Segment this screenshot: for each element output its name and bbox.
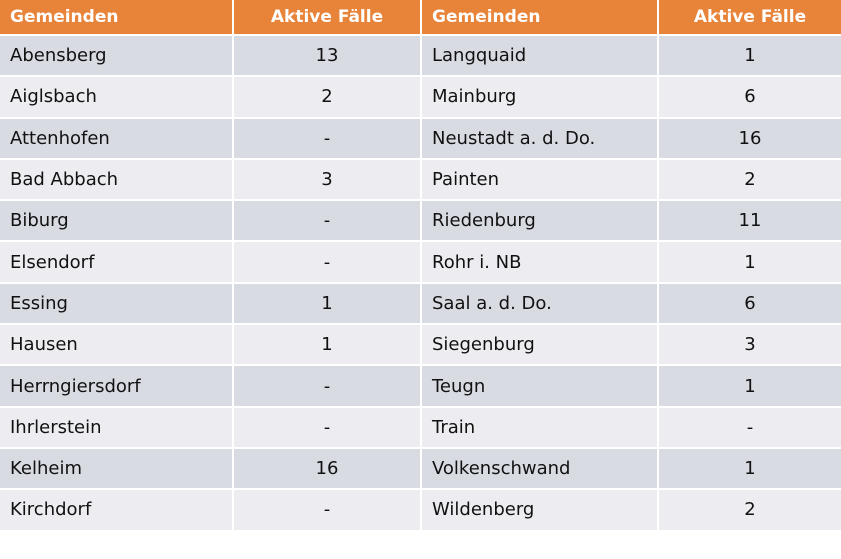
case-count: -: [232, 405, 422, 449]
case-count: 1: [657, 240, 841, 284]
case-count: 1: [232, 281, 422, 326]
case-count: -: [657, 405, 841, 449]
case-count: 13: [232, 33, 422, 78]
municipality: Ihrlerstein: [0, 405, 234, 449]
municipality: Attenhofen: [0, 116, 234, 160]
table-row: Elsendorf - Rohr i. NB 1: [0, 240, 841, 284]
municipality: Mainburg: [420, 75, 659, 119]
table-row: Aiglsbach 2 Mainburg 6: [0, 75, 841, 119]
case-count: -: [232, 488, 422, 532]
case-count: 3: [232, 157, 422, 202]
municipality: Bad Abbach: [0, 157, 234, 202]
header-cell: Aktive Fälle: [657, 0, 841, 36]
header-row: Gemeinden Aktive Fälle Gemeinden Aktive Fäl…: [0, 0, 841, 36]
case-count: 2: [232, 75, 422, 119]
table-row: Ihrlerstein - Train -: [0, 405, 841, 449]
case-count: 11: [657, 199, 841, 243]
table-row: Biburg - Riedenburg 11: [0, 199, 841, 243]
municipality: Neustadt a. d. Do.: [420, 116, 659, 160]
header-cell: Gemeinden: [0, 0, 234, 36]
municipality: Rohr i. NB: [420, 240, 659, 284]
cases-table: Gemeinden Aktive Fälle Gemeinden Aktive Fäl…: [0, 0, 841, 532]
table-row: Herrngiersdorf - Teugn 1: [0, 364, 841, 408]
case-count: 1: [232, 323, 422, 367]
case-count: 6: [657, 75, 841, 119]
table-row: Hausen 1 Siegenburg 3: [0, 323, 841, 367]
case-count: -: [232, 364, 422, 408]
municipality: Herrngiersdorf: [0, 364, 234, 408]
header-cell: Gemeinden: [420, 0, 659, 36]
case-count: 2: [657, 157, 841, 202]
table-header: Gemeinden Aktive Fälle Gemeinden Aktive Fäl…: [0, 0, 841, 36]
municipality: Train: [420, 405, 659, 449]
case-count: -: [232, 240, 422, 284]
municipality: Painten: [420, 157, 659, 202]
table-row: Kelheim 16 Volkenschwand 1: [0, 446, 841, 491]
municipality: Wildenberg: [420, 488, 659, 532]
case-count: 2: [657, 488, 841, 532]
municipality: Volkenschwand: [420, 446, 659, 491]
header-cell: Aktive Fälle: [232, 0, 422, 36]
case-count: -: [232, 116, 422, 160]
case-count: 16: [232, 446, 422, 491]
case-count: 1: [657, 364, 841, 408]
municipality: Kirchdorf: [0, 488, 234, 532]
case-count: -: [232, 199, 422, 243]
municipality: Kelheim: [0, 446, 234, 491]
municipality: Saal a. d. Do.: [420, 281, 659, 326]
municipality: Elsendorf: [0, 240, 234, 284]
table-row: Attenhofen - Neustadt a. d. Do. 16: [0, 116, 841, 160]
municipality: Essing: [0, 281, 234, 326]
case-count: 1: [657, 33, 841, 78]
municipality: Teugn: [420, 364, 659, 408]
municipality: Biburg: [0, 199, 234, 243]
municipality: Siegenburg: [420, 323, 659, 367]
table-row: Kirchdorf - Wildenberg 2: [0, 488, 841, 532]
case-count: 3: [657, 323, 841, 367]
municipality: Abensberg: [0, 33, 234, 78]
municipality: Hausen: [0, 323, 234, 367]
municipality: Langquaid: [420, 33, 659, 78]
table-row: Essing 1 Saal a. d. Do. 6: [0, 281, 841, 326]
municipality: Riedenburg: [420, 199, 659, 243]
table-row: Abensberg 13 Langquaid 1: [0, 33, 841, 78]
table-body: Abensberg 13 Langquaid 1 Aiglsbach 2 Mainburg 6…: [0, 33, 841, 532]
table-row: Bad Abbach 3 Painten 2: [0, 157, 841, 202]
case-count: 16: [657, 116, 841, 160]
case-count: 6: [657, 281, 841, 326]
municipality: Aiglsbach: [0, 75, 234, 119]
case-count: 1: [657, 446, 841, 491]
